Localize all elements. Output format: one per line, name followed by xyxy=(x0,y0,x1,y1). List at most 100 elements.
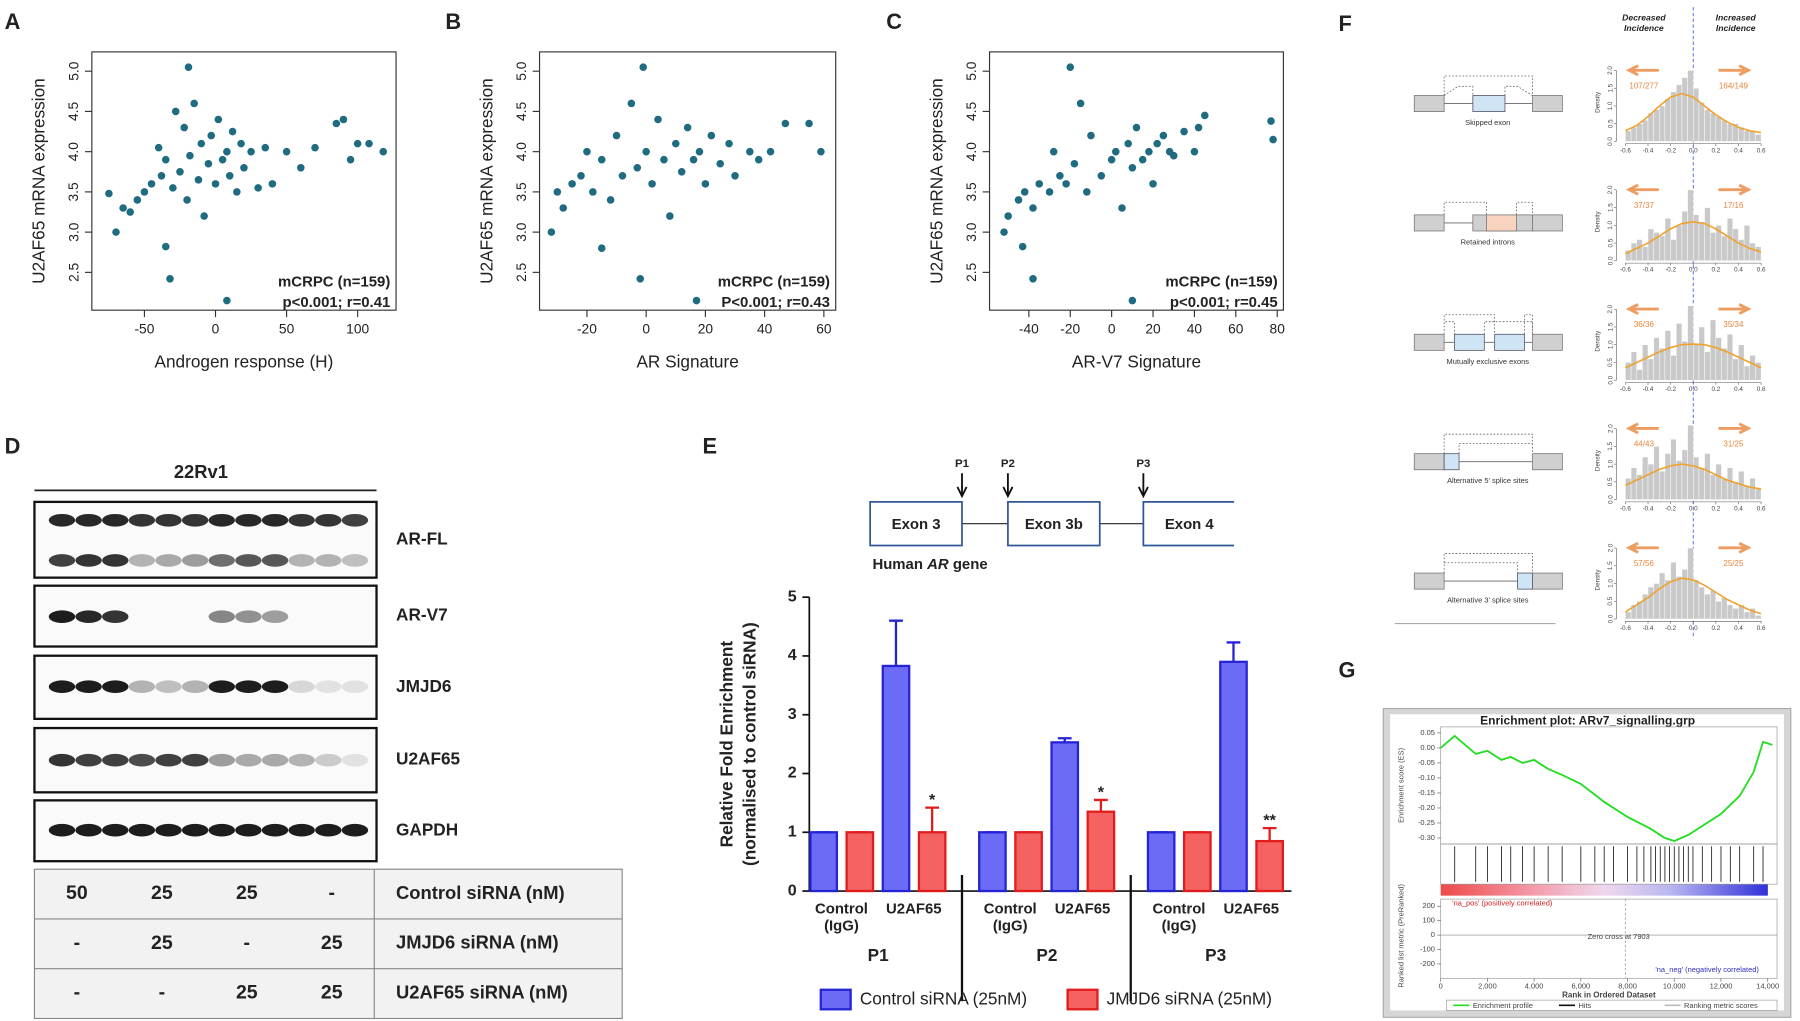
point xyxy=(1018,242,1027,251)
point xyxy=(1200,111,1209,120)
point xyxy=(237,139,245,148)
exon-const xyxy=(1532,572,1563,590)
hist-bar xyxy=(1698,102,1705,142)
hist-bar xyxy=(1625,478,1632,500)
y-tick-label: 3 xyxy=(788,705,797,723)
y-tick-label: 1.5 xyxy=(1607,83,1614,92)
exon-const xyxy=(1413,333,1445,351)
x-tick-label: 0.4 xyxy=(1734,505,1743,512)
y-tick-label: 4.5 xyxy=(514,102,529,121)
point xyxy=(689,155,698,164)
hist-bar xyxy=(1625,130,1632,142)
hist-bar xyxy=(1721,597,1728,620)
y-tick-label: 0.5 xyxy=(1607,358,1614,367)
bar xyxy=(1255,839,1284,893)
y-tick-label: -0.30 xyxy=(1418,833,1435,842)
y-tick-label: 2.5 xyxy=(514,262,529,281)
x-tick-label: 6,000 xyxy=(1572,981,1591,990)
blot-band xyxy=(48,680,76,694)
y-tick-label: 2.0 xyxy=(1607,66,1614,75)
x-tick-label: 0.0 xyxy=(1689,267,1698,274)
count-decreased: 44/43 xyxy=(1634,440,1655,449)
point xyxy=(577,172,585,180)
hist-bar xyxy=(1709,590,1717,620)
hist-bar xyxy=(1642,344,1649,381)
x-tick-label: 0 xyxy=(212,321,220,336)
panel-letter: F xyxy=(1339,11,1352,36)
x-tick-label: 20 xyxy=(698,321,714,336)
blot-label: JMJD6 xyxy=(396,676,451,696)
panel-letter: A xyxy=(5,9,21,34)
x-tick-label: 0.0 xyxy=(1689,625,1698,632)
table-cell: - xyxy=(74,982,81,1004)
blot-band xyxy=(181,680,209,694)
x-tick-label: -0.6 xyxy=(1620,505,1631,512)
bar xyxy=(1219,660,1248,893)
y-tick-label: 1.0 xyxy=(1607,579,1614,588)
hist-bar xyxy=(1726,604,1734,620)
x-tick-label: 8,000 xyxy=(1618,981,1637,990)
point xyxy=(223,296,231,305)
bar xyxy=(845,831,875,893)
point xyxy=(133,196,142,204)
hist-bar xyxy=(1625,611,1632,620)
y-axis-label: Density xyxy=(1595,210,1602,232)
hist-bar xyxy=(1670,239,1677,262)
arrow-left xyxy=(1625,64,1659,77)
y-tick-label: 3.0 xyxy=(964,222,979,241)
x-tick-label: -0.4 xyxy=(1643,505,1654,512)
point xyxy=(353,139,362,148)
y-tick-label: 0.5 xyxy=(1607,596,1614,605)
blot-band xyxy=(288,554,315,567)
density-curve xyxy=(1625,92,1762,134)
point xyxy=(247,147,255,156)
count-decreased: 36/36 xyxy=(1634,320,1655,329)
error-bar xyxy=(1262,827,1277,842)
x-axis-label: AR-V7 Signature xyxy=(1072,352,1201,372)
y-tick-label: 1.0 xyxy=(1607,459,1614,468)
point xyxy=(1124,139,1132,148)
rank-colorbar xyxy=(1440,884,1768,896)
event-label: Alternative 5' splice sites xyxy=(1447,476,1529,485)
point xyxy=(339,115,348,124)
point xyxy=(707,131,716,140)
hist-bar xyxy=(1630,127,1637,142)
category-label: U2AF65 xyxy=(1055,900,1111,917)
blot-band xyxy=(261,823,289,837)
x-tick-label: 40 xyxy=(1187,321,1203,336)
point xyxy=(204,159,213,168)
annotation: 'na_neg' (negatively correlated) xyxy=(1655,965,1759,974)
x-tick-label: -0.6 xyxy=(1620,267,1631,274)
blot-band xyxy=(75,680,102,694)
hist-bar xyxy=(1749,242,1756,262)
hist-bar xyxy=(1670,355,1677,381)
blot-band xyxy=(288,823,315,837)
x-tick-label: 10,000 xyxy=(1663,981,1686,990)
hist-bar xyxy=(1755,615,1762,620)
significance: * xyxy=(929,791,936,809)
count-increased: 17/16 xyxy=(1723,201,1744,210)
blot-band xyxy=(341,680,369,694)
y-tick-label: 3.5 xyxy=(66,182,81,201)
hist-bar xyxy=(1693,579,1700,620)
point xyxy=(754,155,763,164)
hist-bar xyxy=(1676,225,1683,262)
hist-bar xyxy=(1681,77,1688,142)
plot-title: Enrichment plot: ARv7_signalling.grp xyxy=(1480,713,1695,727)
point xyxy=(161,242,170,251)
hist-bar xyxy=(1676,460,1683,500)
gene-diagram: Exon 3 Exon 3b Exon 4 Human AR gene P1 P… xyxy=(869,458,1235,573)
point xyxy=(190,99,198,108)
point xyxy=(781,119,790,128)
hist-bar xyxy=(1749,130,1756,142)
blot-band xyxy=(341,513,369,527)
blot-band xyxy=(155,823,182,837)
y-axis-label: Density xyxy=(1595,330,1602,352)
error-bar xyxy=(925,806,940,833)
point xyxy=(379,147,388,156)
blot-band xyxy=(341,753,369,767)
blot-band xyxy=(181,753,209,767)
annotation: p<0.001; r=0.41 xyxy=(283,294,391,311)
hist-bar xyxy=(1693,344,1700,381)
point xyxy=(671,139,680,148)
